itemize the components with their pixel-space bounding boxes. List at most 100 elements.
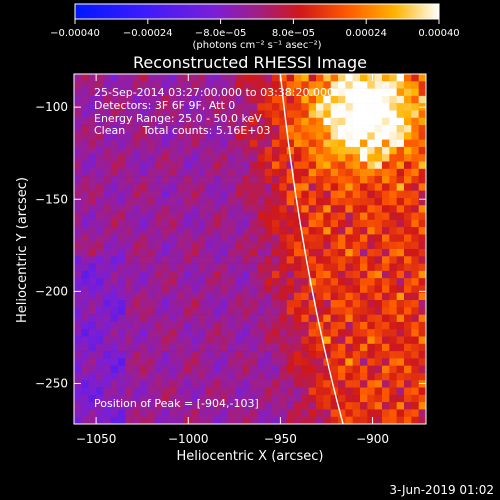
heatmap-cell <box>169 168 177 177</box>
heatmap-cell <box>264 139 273 148</box>
heatmap-cell <box>88 146 97 155</box>
heatmap-cell <box>308 219 317 228</box>
heatmap-cell <box>286 380 295 388</box>
heatmap-cell <box>176 88 185 97</box>
heatmap-cell <box>74 241 82 250</box>
heatmap-cell <box>257 219 265 228</box>
heatmap-cell <box>228 307 236 315</box>
heatmap-cell <box>396 110 405 119</box>
heatmap-cell <box>411 117 419 126</box>
heatmap-cell <box>110 292 119 301</box>
heatmap-cell <box>88 292 97 301</box>
heatmap-cell <box>294 278 302 286</box>
heatmap-cell <box>367 343 375 352</box>
heatmap-cell <box>110 103 119 111</box>
heatmap-cell <box>191 387 199 396</box>
heatmap-cell <box>110 387 119 396</box>
heatmap-cell <box>374 300 383 308</box>
heatmap-cell <box>198 205 207 213</box>
heatmap-cell <box>250 336 258 345</box>
heatmap-cell <box>316 365 324 374</box>
heatmap-cell <box>176 117 185 126</box>
heatmap-cell <box>198 249 207 257</box>
heatmap-cell <box>286 125 295 133</box>
heatmap-cell <box>176 416 185 424</box>
heatmap-cell <box>176 409 185 418</box>
heatmap-cell <box>74 285 82 294</box>
heatmap-cell <box>206 307 214 315</box>
heatmap-cell <box>308 300 317 308</box>
heatmap-cell <box>140 161 148 170</box>
heatmap-cell <box>147 307 155 315</box>
heatmap-cell <box>404 219 412 228</box>
heatmap-cell <box>272 103 280 111</box>
heatmap-cell <box>220 154 229 162</box>
heatmap-cell <box>257 146 265 155</box>
heatmap-cell <box>162 125 170 133</box>
heatmap-cell <box>242 343 251 352</box>
heatmap-cell <box>345 95 353 104</box>
heatmap-cell <box>154 146 163 155</box>
heatmap-cell <box>330 343 339 352</box>
heatmap-cell <box>140 190 148 199</box>
heatmap-cell <box>396 300 405 308</box>
heatmap-cell <box>360 300 368 308</box>
heatmap-cell <box>301 409 309 418</box>
heatmap-cell <box>96 219 104 228</box>
heatmap-cell <box>323 139 331 148</box>
heatmap-cell <box>176 139 185 148</box>
heatmap-cell <box>132 212 141 221</box>
heatmap-cell <box>360 314 368 323</box>
heatmap-cell <box>154 95 163 104</box>
heatmap-cell <box>352 394 361 403</box>
heatmap-cell <box>213 321 221 330</box>
heatmap-cell <box>74 336 82 345</box>
heatmap-cell <box>96 125 104 133</box>
heatmap-cell <box>103 241 111 250</box>
heatmap-cell <box>206 387 214 396</box>
heatmap-cell <box>220 205 229 213</box>
heatmap-cell <box>81 190 89 199</box>
heatmap-cell <box>184 314 192 323</box>
heatmap-cell <box>389 88 397 97</box>
heatmap-cell <box>176 132 185 140</box>
heatmap-cell <box>345 365 353 374</box>
heatmap-cell <box>308 205 317 213</box>
heatmap-cell <box>352 219 361 228</box>
heatmap-cell <box>110 154 119 162</box>
heatmap-cell <box>257 117 265 126</box>
heatmap-cell <box>330 292 339 301</box>
heatmap-cell <box>96 278 104 286</box>
heatmap-cell <box>360 278 368 286</box>
heatmap-cell <box>345 314 353 323</box>
heatmap-cell <box>418 125 426 133</box>
heatmap-cell <box>264 270 273 279</box>
heatmap-cell <box>257 380 265 388</box>
heatmap-cell <box>154 197 163 206</box>
heatmap-cell <box>316 103 324 111</box>
heatmap-cell <box>279 74 287 82</box>
heatmap-cell <box>360 139 368 148</box>
heatmap-cell <box>213 278 221 286</box>
heatmap-cell <box>411 234 419 243</box>
heatmap-cell <box>396 176 405 184</box>
heatmap-cell <box>367 212 375 221</box>
heatmap-cell <box>272 256 280 264</box>
heatmap-cell <box>147 372 155 381</box>
heatmap-cell <box>118 380 126 388</box>
heatmap-cell <box>228 394 236 403</box>
heatmap-cell <box>220 358 229 366</box>
heatmap-cell <box>235 161 243 170</box>
heatmap-cell <box>74 321 82 330</box>
heatmap-cell <box>132 321 141 330</box>
heatmap-cell <box>88 321 97 330</box>
heatmap-cell <box>404 270 412 279</box>
heatmap-cell <box>404 256 412 264</box>
heatmap-cell <box>88 132 97 140</box>
heatmap-cell <box>88 402 97 410</box>
heatmap-cell <box>404 139 412 148</box>
heatmap-cell <box>81 110 89 119</box>
heatmap-cell <box>162 74 170 82</box>
heatmap-cell <box>169 212 177 221</box>
heatmap-cell <box>286 110 295 119</box>
